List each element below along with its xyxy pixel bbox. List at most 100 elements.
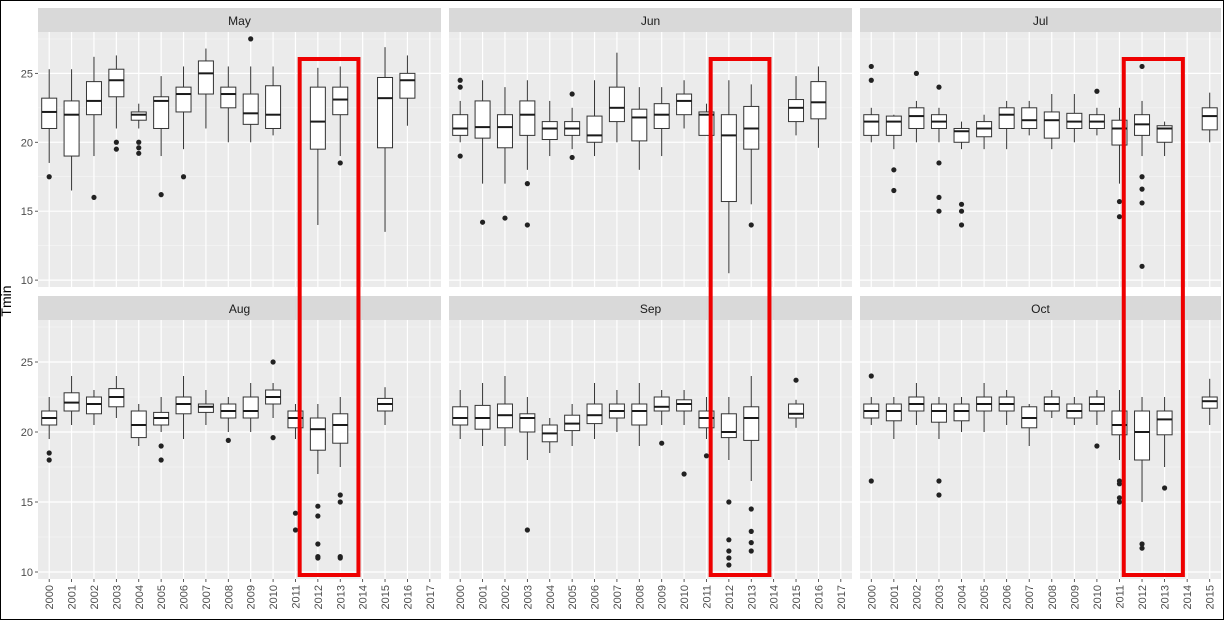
- box-iqr: [153, 96, 170, 129]
- outlier-point: [1139, 174, 1145, 180]
- outlier-point: [868, 478, 874, 484]
- outlier-point: [936, 194, 942, 201]
- box-iqr: [108, 68, 125, 98]
- outlier-point: [936, 84, 942, 90]
- outlier-point: [225, 437, 231, 443]
- outlier-point: [91, 194, 97, 201]
- box-2015: [1201, 92, 1218, 143]
- x-tick-label: 2005: [156, 585, 168, 609]
- x-tick-label: 2007: [1024, 585, 1036, 609]
- y-tick-label: 20: [21, 137, 33, 149]
- panel-may: May 10 15 20 25: [21, 8, 441, 287]
- box-iqr: [265, 85, 282, 129]
- outlier-point: [958, 201, 965, 207]
- outlier-point: [457, 84, 463, 90]
- box-iqr: [541, 121, 558, 141]
- x-tick-label: 2013: [1160, 585, 1172, 609]
- outlier-point: [457, 77, 463, 83]
- outlier-point: [337, 555, 343, 561]
- box-2004: [953, 121, 970, 228]
- y-tick-label: 10: [21, 567, 33, 579]
- facet-strip: [860, 296, 1221, 320]
- outlier-point: [158, 457, 164, 463]
- outlier-point: [1116, 499, 1123, 505]
- outlier-point: [46, 450, 52, 456]
- outlier-point: [136, 150, 142, 156]
- outlier-point: [936, 208, 942, 214]
- box-iqr: [220, 86, 237, 109]
- x-tick-label: 2010: [1092, 585, 1104, 609]
- box-2006: [175, 376, 192, 439]
- outlier-point: [748, 540, 754, 546]
- box-2009: [242, 36, 259, 143]
- outlier-point: [315, 555, 321, 561]
- outlier-point: [726, 555, 732, 561]
- outlier-point: [936, 492, 942, 498]
- box-2001: [63, 69, 80, 191]
- panel-aug: Aug 10 15 20 25 2000 2001 2002 2003 2004 2005 2006 2…: [21, 296, 441, 609]
- box-iqr: [309, 86, 326, 150]
- outlier-point: [681, 471, 687, 477]
- outlier-point: [502, 215, 508, 221]
- outlier-point: [1161, 485, 1168, 491]
- box-2007: [1021, 404, 1038, 446]
- box-2009: [1066, 397, 1083, 425]
- x-tick-label: 2017: [836, 585, 848, 609]
- box-2009: [653, 390, 670, 446]
- panel-background: [38, 320, 441, 579]
- box-iqr: [720, 413, 737, 439]
- outlier-point: [868, 77, 874, 83]
- outlier-point: [46, 457, 52, 463]
- box-2007: [608, 52, 625, 143]
- outlier-point: [1094, 443, 1100, 449]
- outlier-point: [457, 153, 463, 159]
- x-tick-label: 2015: [791, 585, 803, 609]
- outlier-point: [1116, 198, 1123, 205]
- x-tick-label: 2007: [612, 585, 624, 609]
- facet-strip-label: Oct: [1031, 302, 1050, 316]
- outlier-point: [479, 219, 486, 225]
- outlier-point: [1139, 263, 1145, 269]
- outlier-point: [158, 443, 164, 449]
- x-tick-label: 2000: [866, 585, 878, 609]
- box-2001: [885, 397, 902, 439]
- panel-background: [449, 32, 852, 287]
- x-tick-label: 2012: [724, 585, 736, 609]
- box-2000: [863, 63, 880, 143]
- outlier-point: [524, 181, 530, 187]
- box-2004: [541, 418, 558, 453]
- box-2003: [108, 376, 125, 418]
- x-tick-label: 2009: [1069, 585, 1081, 609]
- box-2002: [85, 56, 102, 201]
- box-2000: [452, 390, 469, 439]
- x-tick-label: 2004: [134, 585, 146, 609]
- x-tick-label: 2016: [813, 585, 825, 609]
- box-2004: [953, 397, 970, 432]
- box-iqr: [1201, 396, 1218, 409]
- outlier-point: [524, 222, 530, 228]
- box-2009: [242, 383, 259, 432]
- box-2002: [908, 383, 925, 425]
- x-tick-label: 2002: [89, 585, 101, 609]
- box-2013: [1156, 397, 1173, 491]
- panel-oct: Oct 2000 2001 2002 2003 2004 2005 2006 2007 2008 2…: [860, 296, 1221, 609]
- x-tick-label: 2001: [889, 585, 901, 609]
- facet-strip: [449, 8, 852, 32]
- box-2008: [1043, 94, 1060, 150]
- box-2008: [631, 87, 648, 170]
- facet-strip-label: Aug: [229, 302, 250, 316]
- box-2005: [153, 76, 170, 198]
- outlier-point: [270, 359, 276, 365]
- box-2007: [1021, 100, 1038, 136]
- x-tick-label: 2017: [425, 585, 437, 609]
- outlier-point: [569, 91, 575, 97]
- box-2001: [474, 80, 491, 225]
- box-2007: [197, 48, 214, 129]
- box-iqr: [676, 399, 693, 412]
- box-2010: [676, 80, 693, 129]
- outlier-point: [793, 377, 799, 383]
- x-tick-label: 2003: [934, 585, 946, 609]
- box-iqr: [1156, 410, 1173, 436]
- x-tick-label: 2009: [246, 585, 258, 609]
- box-iqr: [1201, 107, 1218, 131]
